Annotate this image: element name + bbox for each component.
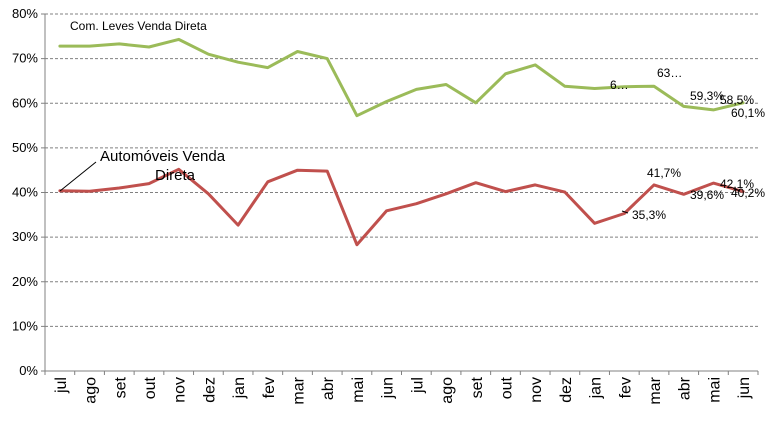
x-tick-label-ago: ago xyxy=(83,377,100,404)
annotation-58-5: 58,5% xyxy=(720,93,754,107)
x-tick-label-mar: mar xyxy=(647,376,664,404)
y-tick-label-50: 50% xyxy=(12,140,38,155)
annotation-leader-automoveis xyxy=(59,161,97,192)
annotation-leader-40-2 xyxy=(732,187,741,192)
annotation-automoveis-label-line2: Direta xyxy=(155,167,196,184)
x-tick-label-jul: jul xyxy=(53,377,70,394)
annotation-41-7: 41,7% xyxy=(647,166,681,180)
x-tick-label-mar: mar xyxy=(291,376,308,404)
y-tick-label-30: 30% xyxy=(12,229,38,244)
annotation-6-truncated: 6… xyxy=(610,78,629,92)
annotation-60-1: 60,1% xyxy=(731,106,765,120)
grid-lines xyxy=(45,13,758,327)
x-tick-label-set: set xyxy=(112,376,129,398)
annotation-com-leves-label: Com. Leves Venda Direta xyxy=(70,19,207,33)
x-axis: jul ago set out nov dez jan fev mar abr mai jun jul a… xyxy=(44,370,759,405)
x-tick-label-mai: mai xyxy=(350,377,367,403)
x-tick-label-nov: nov xyxy=(172,377,189,403)
annotation-42-1: 42,1% xyxy=(720,177,754,191)
annotation-63-truncated: 63… xyxy=(657,66,682,80)
x-tick-label-jun: jun xyxy=(736,377,753,399)
x-tick-label-out: out xyxy=(142,376,159,399)
x-tick-label-jan: jan xyxy=(231,377,248,399)
annotation-59-3: 59,3% xyxy=(690,89,724,103)
x-tick-label-nov: nov xyxy=(528,377,545,403)
x-tick-label-jun: jun xyxy=(380,377,397,399)
annotation-39-6: 39,6% xyxy=(690,188,724,202)
y-tick-label-0: 0% xyxy=(19,363,38,378)
annotation-35-3: 35,3% xyxy=(632,208,666,222)
x-tick-label-fev: fev xyxy=(617,377,634,398)
series-line-automoveis xyxy=(58,167,745,247)
y-tick-label-70: 70% xyxy=(12,51,38,66)
annotation-layer: Com. Leves Venda Direta Automóveis Venda… xyxy=(59,19,765,222)
y-tick-label-10: 10% xyxy=(12,318,38,333)
series-layer xyxy=(58,37,745,247)
y-tick-label-40: 40% xyxy=(12,185,38,200)
y-tick-label-60: 60% xyxy=(12,95,38,110)
annotation-leader-35-3 xyxy=(621,210,629,214)
x-tick-label-fev: fev xyxy=(261,377,278,398)
x-tick-label-out: out xyxy=(498,376,515,399)
annotation-automoveis-label-line1: Automóveis Venda xyxy=(100,148,226,165)
series-line-com-leves xyxy=(58,37,745,118)
y-tick-label-80: 80% xyxy=(12,6,38,21)
y-tick-label-20: 20% xyxy=(12,274,38,289)
x-tick-label-abr: abr xyxy=(677,376,694,400)
x-tick-label-mai: mai xyxy=(706,377,723,403)
x-tick-label-ago: ago xyxy=(439,377,456,404)
annotation-40-2: 40,2% xyxy=(731,186,765,200)
x-tick-label-jul: jul xyxy=(409,377,426,394)
y-axis: 0% 10% 20% 30% 40% 50% 60% 70% 80% xyxy=(12,6,46,378)
x-tick-label-dez: dez xyxy=(558,377,575,403)
x-tick-label-set: set xyxy=(469,376,486,398)
x-tick-label-abr: abr xyxy=(320,376,337,400)
x-tick-label-dez: dez xyxy=(201,377,218,403)
x-tick-label-jan: jan xyxy=(588,377,605,399)
